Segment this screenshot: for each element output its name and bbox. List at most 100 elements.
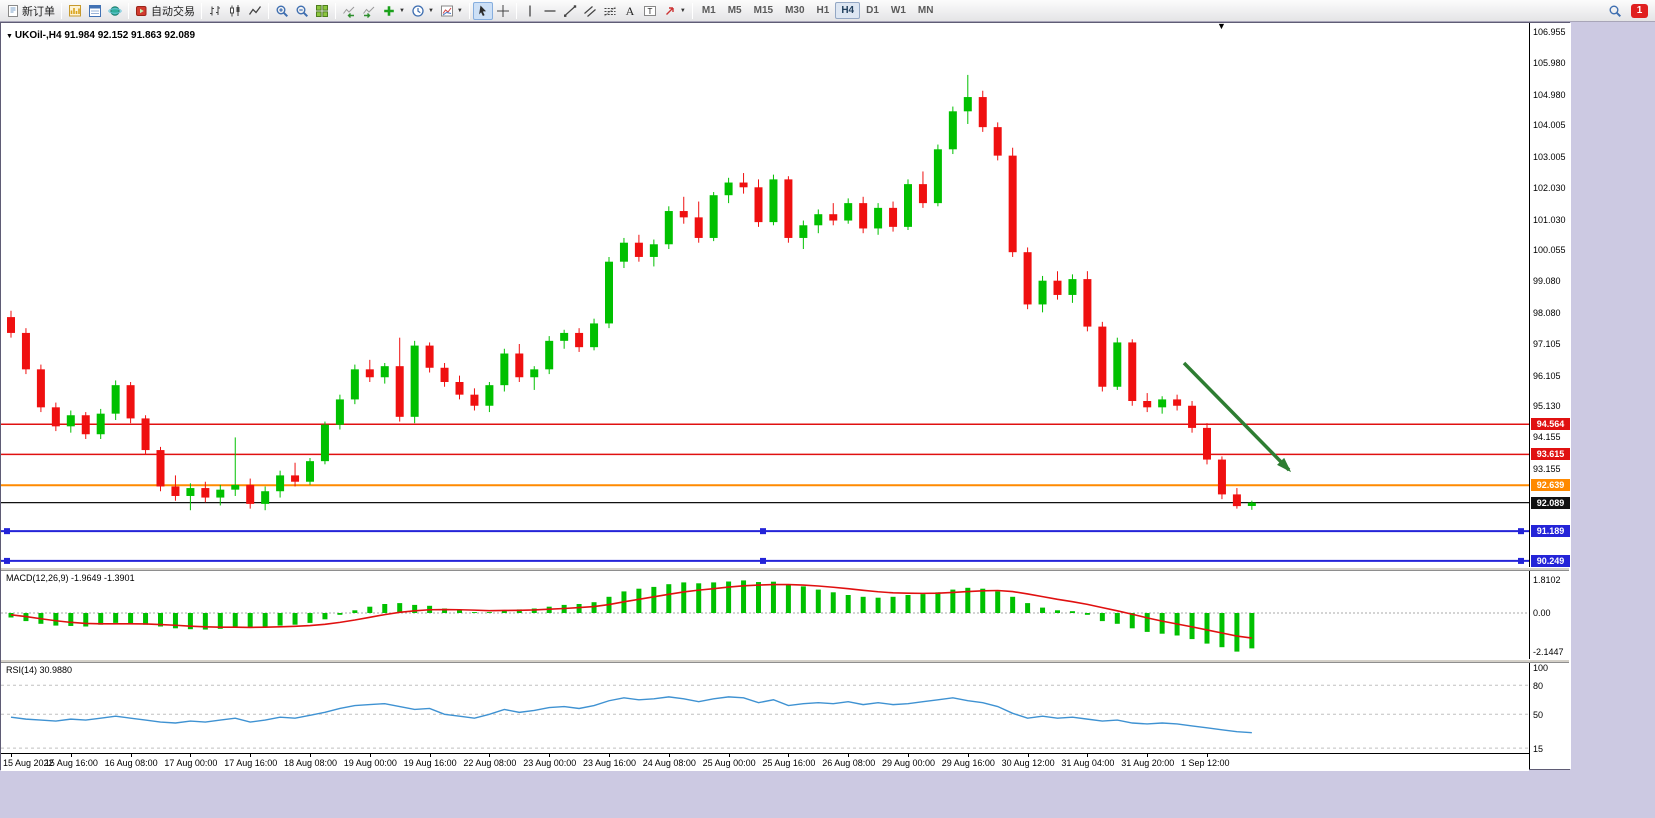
- time-axis-tick: [967, 754, 969, 757]
- channel-tool-button[interactable]: [580, 2, 600, 20]
- auto-scroll-button[interactable]: [339, 2, 359, 20]
- timeframe-button-m30[interactable]: M30: [785, 5, 805, 16]
- oct-collapse-icon[interactable]: ▼: [6, 33, 15, 40]
- auto-trading-button[interactable]: 自动交易: [132, 2, 198, 20]
- pane-splitter[interactable]: [1, 567, 1569, 571]
- crosshair-tool-button[interactable]: [493, 2, 513, 20]
- time-axis-label: 1 Sep 12:00: [1181, 758, 1230, 768]
- timeframe-button-m5[interactable]: M5: [727, 5, 742, 16]
- horizontal-line-tool-button[interactable]: [540, 2, 560, 20]
- time-axis-label: 22 Aug 08:00: [463, 758, 517, 768]
- charts-button[interactable]: [65, 2, 85, 20]
- auto-trading-label: 自动交易: [151, 5, 195, 18]
- price-axis-label: 94.155: [1533, 432, 1561, 443]
- rsi-pane[interactable]: [1, 663, 1530, 753]
- chevron-down-icon: ▼: [399, 7, 405, 14]
- line-handle[interactable]: [1518, 557, 1524, 564]
- price-chart-pane[interactable]: [1, 29, 1530, 567]
- trend-arrow[interactable]: [1182, 361, 1292, 473]
- time-axis-label: 19 Aug 16:00: [403, 758, 457, 768]
- price-axis[interactable]: 1.8102 0.00 -2.1447 100 80 50 15 106.955…: [1529, 23, 1571, 769]
- price-badge: 92.639: [1531, 479, 1570, 492]
- price-axis-label: 105.980: [1533, 57, 1566, 68]
- auto-scroll-icon: [343, 6, 355, 18]
- time-axis[interactable]: 15 Aug 2022 15 Aug 16:00 16 Aug 08:00 17 Au…: [1, 753, 1529, 771]
- price-axis-label: 99.080: [1533, 276, 1561, 287]
- time-axis-label: 31 Aug 04:00: [1061, 758, 1115, 768]
- time-axis-tick: [1027, 754, 1029, 757]
- price-axis-label: 93.155: [1533, 463, 1561, 474]
- timeframe-button-m15[interactable]: M15: [753, 5, 774, 16]
- line-handle[interactable]: [760, 557, 766, 564]
- bar-chart-mode-button[interactable]: [205, 2, 225, 20]
- macd-pane[interactable]: [1, 571, 1530, 659]
- pane-splitter[interactable]: [1, 659, 1569, 663]
- new-order-icon: [8, 4, 18, 17]
- templates-button[interactable]: ▼: [437, 2, 466, 20]
- periods-button[interactable]: ▼: [408, 2, 437, 20]
- macd-axis-zero: 0.00: [1533, 608, 1551, 618]
- time-axis-label: 15 Aug 2022: [3, 758, 54, 768]
- time-axis-tick: [609, 754, 610, 757]
- trendline-tool-button[interactable]: [560, 2, 580, 20]
- separator: [61, 2, 62, 19]
- chart-title-text: UKOil-,H4 91.984 92.152 91.863 92.089: [14, 30, 196, 41]
- market-watch-button[interactable]: [85, 2, 105, 20]
- timeframe-button-d1[interactable]: D1: [866, 5, 879, 16]
- text-tool-button[interactable]: A: [620, 2, 640, 20]
- new-order-button[interactable]: 新订单: [3, 2, 58, 20]
- indicators-button[interactable]: ▼: [379, 2, 408, 20]
- timeframe-button-w1[interactable]: W1: [890, 5, 906, 16]
- text-label-tool-button[interactable]: T: [640, 2, 660, 20]
- time-axis-label: 19 Aug 00:00: [343, 758, 397, 768]
- rsi-axis-100: 100: [1533, 663, 1549, 673]
- svg-text:A: A: [626, 4, 635, 18]
- line-chart-mode-button[interactable]: [245, 2, 265, 20]
- arrows-tool-button[interactable]: ▼: [660, 2, 689, 20]
- price-badge: 93.615: [1531, 448, 1570, 461]
- price-badge: 92.089: [1531, 496, 1570, 509]
- time-axis-label: 24 Aug 08:00: [642, 758, 696, 768]
- chevron-down-icon: ▼: [456, 7, 463, 14]
- time-axis-label: 17 Aug 16:00: [224, 758, 278, 768]
- line-handle[interactable]: [4, 528, 10, 535]
- line-handle[interactable]: [4, 557, 10, 564]
- search-icon: [1609, 5, 1622, 17]
- time-axis-label: 25 Aug 16:00: [762, 758, 816, 768]
- price-axis-label: 104.980: [1533, 89, 1566, 100]
- chevron-down-icon: ▼: [679, 7, 686, 14]
- price-axis-label: 101.030: [1533, 214, 1566, 225]
- time-axis-tick: [190, 754, 192, 757]
- candlestick-mode-button[interactable]: [225, 2, 245, 20]
- chart-shift-button[interactable]: [359, 2, 379, 20]
- zoom-out-button[interactable]: [292, 2, 312, 20]
- notification-badge[interactable]: 1: [1631, 3, 1648, 18]
- fibonacci-tool-button[interactable]: [600, 2, 620, 20]
- timeframe-button-m1[interactable]: M1: [701, 5, 716, 16]
- timeframe-button-h1[interactable]: H1: [816, 5, 830, 16]
- line-handle[interactable]: [760, 528, 766, 535]
- vertical-line-tool-button[interactable]: [520, 2, 540, 20]
- time-axis-tick: [1207, 754, 1208, 757]
- tile-windows-icon: [316, 4, 328, 17]
- channel-icon: [583, 5, 596, 17]
- tile-windows-button[interactable]: [312, 2, 332, 20]
- zoom-in-button[interactable]: [272, 2, 292, 20]
- time-axis-label: 15 Aug 16:00: [44, 758, 98, 768]
- time-axis-tick: [250, 754, 252, 757]
- line-handle[interactable]: [1518, 528, 1524, 535]
- cursor-tool-button[interactable]: [472, 1, 493, 20]
- timeframe-button-h4[interactable]: H4: [835, 2, 861, 19]
- search-button[interactable]: [1605, 2, 1625, 20]
- charts-icon: [69, 4, 81, 16]
- price-axis-label: 102.030: [1533, 182, 1566, 193]
- chart-shift-marker-icon[interactable]: ▼: [1217, 21, 1226, 31]
- timeframe-button-mn[interactable]: MN: [917, 5, 934, 16]
- separator: [268, 2, 269, 19]
- chevron-down-icon: ▼: [427, 7, 434, 14]
- new-order-label: 新订单: [22, 5, 55, 18]
- svg-text:T: T: [647, 6, 652, 15]
- data-window-button[interactable]: [105, 2, 125, 20]
- macd-histogram: [8, 580, 1255, 652]
- time-axis-label: 29 Aug 16:00: [941, 758, 995, 768]
